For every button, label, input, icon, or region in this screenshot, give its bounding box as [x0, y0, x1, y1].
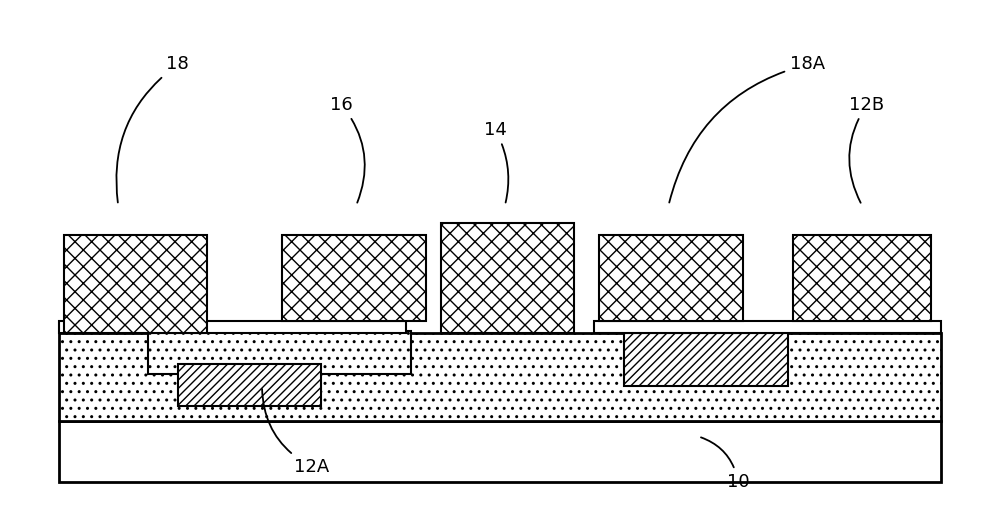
Bar: [624, 333, 788, 386]
Text: 12B: 12B: [849, 96, 884, 203]
Bar: [793, 236, 931, 321]
Bar: [148, 331, 411, 374]
Bar: [59, 422, 941, 482]
Bar: [594, 321, 941, 333]
Text: 18: 18: [116, 56, 189, 202]
Bar: [282, 236, 426, 321]
Bar: [178, 363, 321, 406]
Bar: [64, 236, 207, 333]
Bar: [59, 321, 406, 333]
Bar: [59, 333, 941, 422]
Bar: [441, 223, 574, 333]
Text: 14: 14: [484, 121, 508, 202]
Text: 10: 10: [701, 437, 749, 491]
Text: 12A: 12A: [262, 389, 329, 476]
Text: 18A: 18A: [669, 56, 825, 202]
Text: 16: 16: [330, 96, 365, 203]
Bar: [599, 236, 743, 321]
